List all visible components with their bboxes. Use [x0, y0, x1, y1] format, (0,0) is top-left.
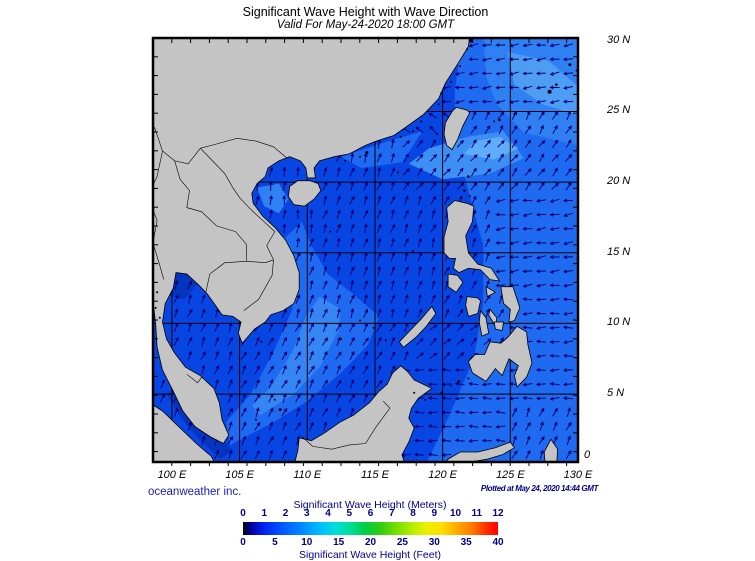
plotted-at-text: Plotted at May 24, 2020 14:44 GMT: [480, 484, 598, 493]
small-islands: [154, 39, 578, 421]
lon-tick-label: 115 E: [361, 469, 389, 481]
colorbar-meters-tick: 12: [492, 508, 504, 519]
lon-tick-label: 105 E: [225, 469, 254, 481]
colorbar-feet-tick: 10: [301, 537, 313, 548]
map-frame: [151, 36, 580, 464]
credit-text: oceanweather inc.: [148, 486, 242, 498]
land-palawan: [398, 305, 437, 348]
chart-subtitle: Valid For May-24-2020 18:00 GMT: [276, 19, 455, 31]
colorbar-meters-tick: 8: [410, 508, 416, 519]
land-mindoro: [447, 273, 464, 293]
colorbar-meters-tick: 7: [388, 508, 395, 519]
lat-tick-label: 5 N: [607, 387, 625, 400]
zone-ryukyu-lightest: [507, 52, 578, 116]
lon-tick-label: 125 E: [495, 469, 525, 481]
colorbar-meters-tick: 0: [240, 508, 246, 519]
colorbar-feet-tick: 35: [460, 537, 472, 548]
colorbar-meters-tick: 1: [261, 508, 268, 519]
land-panay: [465, 296, 481, 317]
colorbar-meters-tick: 6: [367, 508, 374, 519]
land-borneo: [294, 365, 433, 462]
land-bohol: [493, 321, 505, 331]
lat-tick-label: 15 N: [607, 245, 631, 258]
land-masbate: [485, 285, 497, 298]
lat-tick-label: 0: [584, 449, 591, 461]
land-sulawesi_arm: [445, 441, 515, 462]
colorbar-feet-tick: 40: [492, 537, 504, 548]
frame-ticks: [154, 39, 577, 466]
colorbar-meters-tick: 10: [449, 508, 462, 519]
lat-tick-label: 20 N: [607, 175, 631, 188]
land-sumatra: [153, 404, 215, 462]
lat-tick-label: 30 N: [607, 33, 631, 46]
land-taiwan: [443, 106, 471, 151]
lat-tick-label: 10 N: [607, 316, 631, 329]
colorbar-feet-tick: 20: [364, 537, 377, 548]
colorbar-feet-tick: 15: [333, 537, 345, 548]
zone-central-scs-core: [251, 296, 342, 416]
colorbar-meters-tick: 2: [282, 508, 289, 519]
land-negros: [478, 309, 490, 337]
country-borders: [153, 126, 391, 450]
colorbar-title-feet: Significant Wave Height (Feet): [298, 549, 442, 561]
land-mindanao: [467, 325, 533, 388]
lon-tick-label: 110 E: [293, 469, 322, 481]
land-samar_leyte: [500, 286, 521, 323]
land-halmahera: [543, 438, 559, 462]
colorbar-meters-tick: 3: [303, 508, 310, 519]
wave-direction-arrows: [159, 43, 574, 460]
colorbar-meters-tick: 11: [471, 508, 483, 519]
lon-tick-label: 130 E: [563, 469, 593, 481]
colorbar-title-meters: Significant Wave Height (Meters): [293, 499, 447, 511]
land-luzon: [443, 200, 501, 282]
zone-pearl-estuary-patch: [341, 131, 423, 168]
lat-tick-label: 25 N: [607, 104, 631, 117]
colorbar-feet-tick: 0: [240, 537, 246, 548]
colorbar-meters-tick: 9: [431, 508, 438, 519]
colorbar-feet-tick: 5: [272, 537, 278, 548]
lon-tick-label: 120 E: [428, 469, 458, 481]
land-hainan: [287, 180, 322, 207]
zone-east-taiwan-streak: [464, 136, 519, 160]
colorbar-feet-tick: 30: [428, 537, 440, 548]
lon-tick-label: 100 E: [157, 469, 187, 481]
colorbar-gradient: [243, 522, 498, 535]
chart-title: Significant Wave Height with Wave Direct…: [242, 5, 489, 19]
colorbar-meters-tick: 4: [325, 508, 331, 519]
colorbar-feet-tick: 25: [396, 537, 408, 548]
colorbar-meters-tick: 5: [346, 508, 353, 519]
wave-map: [151, 36, 580, 466]
